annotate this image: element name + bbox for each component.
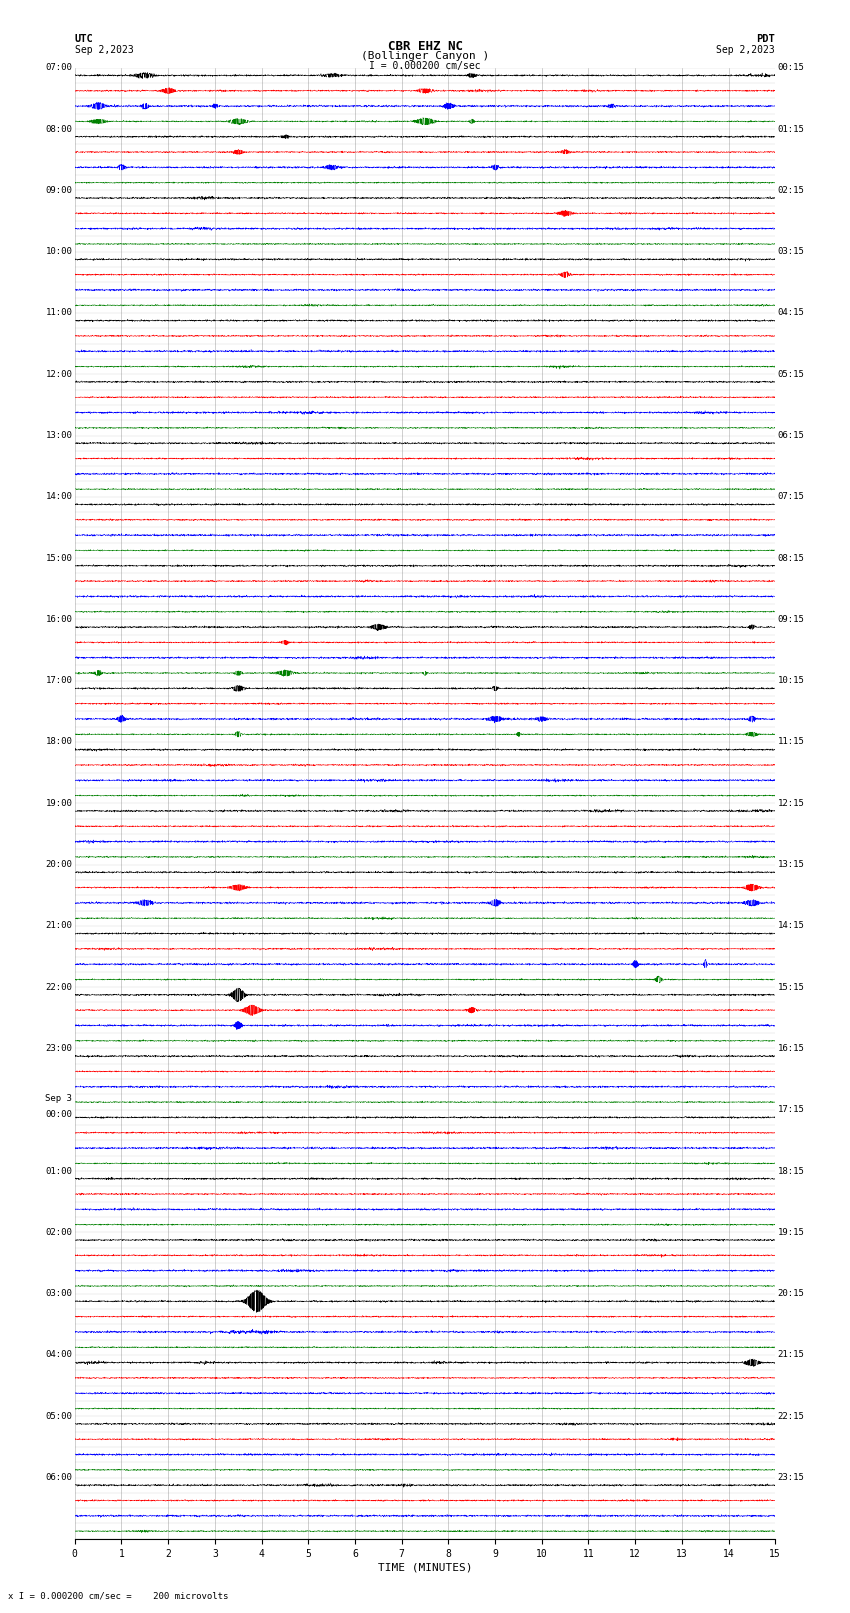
Text: 10:15: 10:15 <box>778 676 805 686</box>
Text: 17:15: 17:15 <box>778 1105 805 1115</box>
Text: 15:00: 15:00 <box>45 553 72 563</box>
Text: UTC: UTC <box>75 34 94 44</box>
Text: Sep 2,2023: Sep 2,2023 <box>75 45 133 55</box>
Text: 07:15: 07:15 <box>778 492 805 502</box>
Text: 05:00: 05:00 <box>45 1411 72 1421</box>
Text: 22:00: 22:00 <box>45 982 72 992</box>
Text: 09:00: 09:00 <box>45 185 72 195</box>
Text: 23:15: 23:15 <box>778 1473 805 1482</box>
Text: I = 0.000200 cm/sec: I = 0.000200 cm/sec <box>369 61 481 71</box>
Text: PDT: PDT <box>756 34 775 44</box>
Text: 16:15: 16:15 <box>778 1044 805 1053</box>
Text: 13:00: 13:00 <box>45 431 72 440</box>
Text: 18:15: 18:15 <box>778 1166 805 1176</box>
Text: 06:00: 06:00 <box>45 1473 72 1482</box>
Text: 05:15: 05:15 <box>778 369 805 379</box>
Text: CBR EHZ NC: CBR EHZ NC <box>388 39 462 53</box>
Text: 00:15: 00:15 <box>778 63 805 73</box>
Text: 16:00: 16:00 <box>45 615 72 624</box>
Text: 12:00: 12:00 <box>45 369 72 379</box>
Text: 19:00: 19:00 <box>45 798 72 808</box>
Text: 10:00: 10:00 <box>45 247 72 256</box>
Text: 02:00: 02:00 <box>45 1227 72 1237</box>
Text: 03:15: 03:15 <box>778 247 805 256</box>
Text: 21:15: 21:15 <box>778 1350 805 1360</box>
Text: 14:15: 14:15 <box>778 921 805 931</box>
Text: 07:00: 07:00 <box>45 63 72 73</box>
Text: 08:00: 08:00 <box>45 124 72 134</box>
Text: 15:15: 15:15 <box>778 982 805 992</box>
Text: 00:00: 00:00 <box>45 1110 72 1119</box>
Text: Sep 2,2023: Sep 2,2023 <box>717 45 775 55</box>
Text: 01:15: 01:15 <box>778 124 805 134</box>
Text: 22:15: 22:15 <box>778 1411 805 1421</box>
Text: 08:15: 08:15 <box>778 553 805 563</box>
Text: 09:15: 09:15 <box>778 615 805 624</box>
Text: 14:00: 14:00 <box>45 492 72 502</box>
Text: 20:00: 20:00 <box>45 860 72 869</box>
Text: 06:15: 06:15 <box>778 431 805 440</box>
Text: 13:15: 13:15 <box>778 860 805 869</box>
Text: 20:15: 20:15 <box>778 1289 805 1298</box>
Text: 11:15: 11:15 <box>778 737 805 747</box>
Text: (Bollinger Canyon ): (Bollinger Canyon ) <box>361 50 489 61</box>
Text: 02:15: 02:15 <box>778 185 805 195</box>
Text: 21:00: 21:00 <box>45 921 72 931</box>
Text: 11:00: 11:00 <box>45 308 72 318</box>
Text: 23:00: 23:00 <box>45 1044 72 1053</box>
Text: 01:00: 01:00 <box>45 1166 72 1176</box>
Text: 04:15: 04:15 <box>778 308 805 318</box>
Text: Sep 3: Sep 3 <box>45 1094 72 1103</box>
Text: 03:00: 03:00 <box>45 1289 72 1298</box>
Text: 17:00: 17:00 <box>45 676 72 686</box>
X-axis label: TIME (MINUTES): TIME (MINUTES) <box>377 1563 473 1573</box>
Text: 12:15: 12:15 <box>778 798 805 808</box>
Text: 18:00: 18:00 <box>45 737 72 747</box>
Text: 04:00: 04:00 <box>45 1350 72 1360</box>
Text: x I = 0.000200 cm/sec =    200 microvolts: x I = 0.000200 cm/sec = 200 microvolts <box>8 1590 229 1600</box>
Text: 19:15: 19:15 <box>778 1227 805 1237</box>
